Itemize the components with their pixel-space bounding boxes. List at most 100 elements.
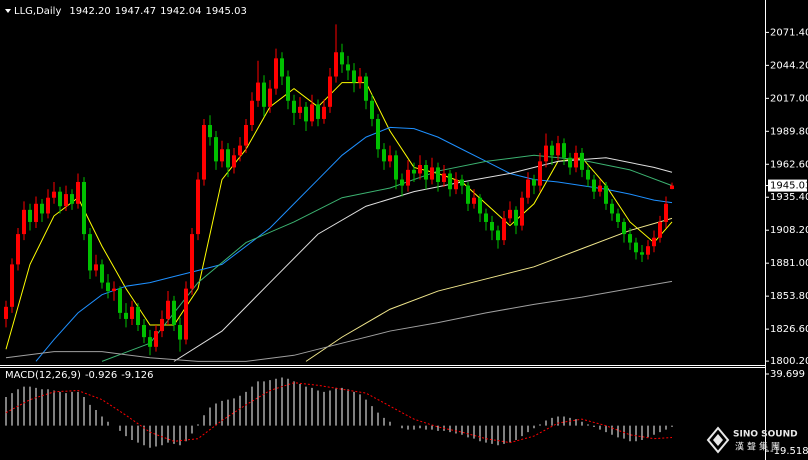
macd-value: MACD(12,26,9) [5,370,81,381]
candle-body [448,173,452,190]
candle-body [274,58,278,89]
collapse-arrow[interactable] [5,9,11,13]
macd-value: -0.926 [85,370,117,381]
candle-body [142,325,146,338]
candle-body [52,191,56,198]
candle-body [622,221,626,235]
candle-body [316,104,320,119]
candle-body [16,234,20,265]
candle-body [430,167,434,180]
y-tick-label: 2044.20 [770,60,808,71]
candle-body [634,242,638,253]
candle-body [652,237,656,247]
candle-body [76,181,80,204]
y-tick-label: -19.518 [770,446,808,457]
candle-body [484,213,488,222]
candle-body [292,100,296,113]
candle-body [352,70,356,83]
y-tick-label: 1826.60 [770,324,808,335]
candle-body [364,76,368,101]
candle-body [526,179,530,198]
y-tick-label: 1853.80 [770,291,808,302]
candle-body [148,337,152,347]
candle-body [172,300,176,325]
candle-body [58,191,62,207]
candle-body [22,209,26,235]
signal-line [5,382,673,444]
candle-body [478,197,482,214]
candle-body [232,155,236,168]
candle-body [550,145,554,156]
y-tick-label: 1908.20 [770,225,808,236]
candle-body [94,264,98,271]
candle-body [40,203,44,214]
candle-body [4,306,8,319]
candle-body [400,179,404,186]
candle-body [82,181,86,235]
header: LLG,Daily 1942.20 1947.47 1942.04 1945.03 [14,6,247,17]
candle-body [442,173,446,182]
candle-body [238,145,242,156]
candle-body [184,288,188,340]
y-tick-label: 1962.60 [770,159,808,170]
candle-body [208,125,212,138]
candle-body [202,125,206,180]
candle-body [334,52,338,77]
candle-body [280,58,284,77]
candle-body [568,157,572,168]
candle-body [250,100,254,125]
moving-average-line [5,280,673,362]
candle-body [304,106,308,122]
candle-body [610,203,614,214]
logo [713,434,723,446]
watermark-brand: SINO SOUND [733,430,798,440]
candle-body [472,197,476,204]
moving-average-line [35,126,673,362]
candle-body [136,306,140,325]
candle-body [256,82,260,101]
candle-body [532,179,536,186]
y-tick-label: 1881.00 [770,258,808,269]
candle-body [508,209,512,219]
candle-body [544,145,548,162]
candle-body [196,179,200,235]
candle-body [64,194,68,207]
candle-body [406,169,410,186]
y-tick-label: 2017.00 [770,93,808,104]
candle-body [190,234,194,289]
watermark: SINO SOUND 漢聲集團 [706,426,798,454]
candle-body [616,213,620,222]
candle-body [388,155,392,162]
candle-body [28,209,32,222]
candle-body [262,82,266,107]
candle-body [580,152,584,170]
candle-body [88,234,92,271]
candle-body [490,221,494,231]
candle-body [220,149,224,162]
moving-average-line [305,217,673,362]
candle-body [418,165,422,174]
y-tick-label: 2071.40 [770,27,808,38]
candle-body [118,288,122,313]
candle-body [424,165,428,180]
candle-body [346,64,350,71]
candle-body [646,246,650,255]
candle-body [244,125,248,146]
candle-body [226,149,230,168]
candle-body [100,264,104,283]
moving-average-line [5,82,673,350]
candle-body [556,143,560,156]
candle-body [286,76,290,101]
symbol: LLG,Daily [14,6,61,17]
candle-body [310,104,314,122]
candle-body [496,230,500,241]
ohlc-value: 1942.20 [69,6,110,17]
current-price-label: 1945.03 [770,181,808,192]
current-price-box [768,179,807,192]
candle-body [10,264,14,307]
candle-body [520,197,524,226]
candle-body [382,149,386,162]
candle-body [160,318,164,332]
candle-body [112,288,116,292]
candle-body [640,252,644,255]
